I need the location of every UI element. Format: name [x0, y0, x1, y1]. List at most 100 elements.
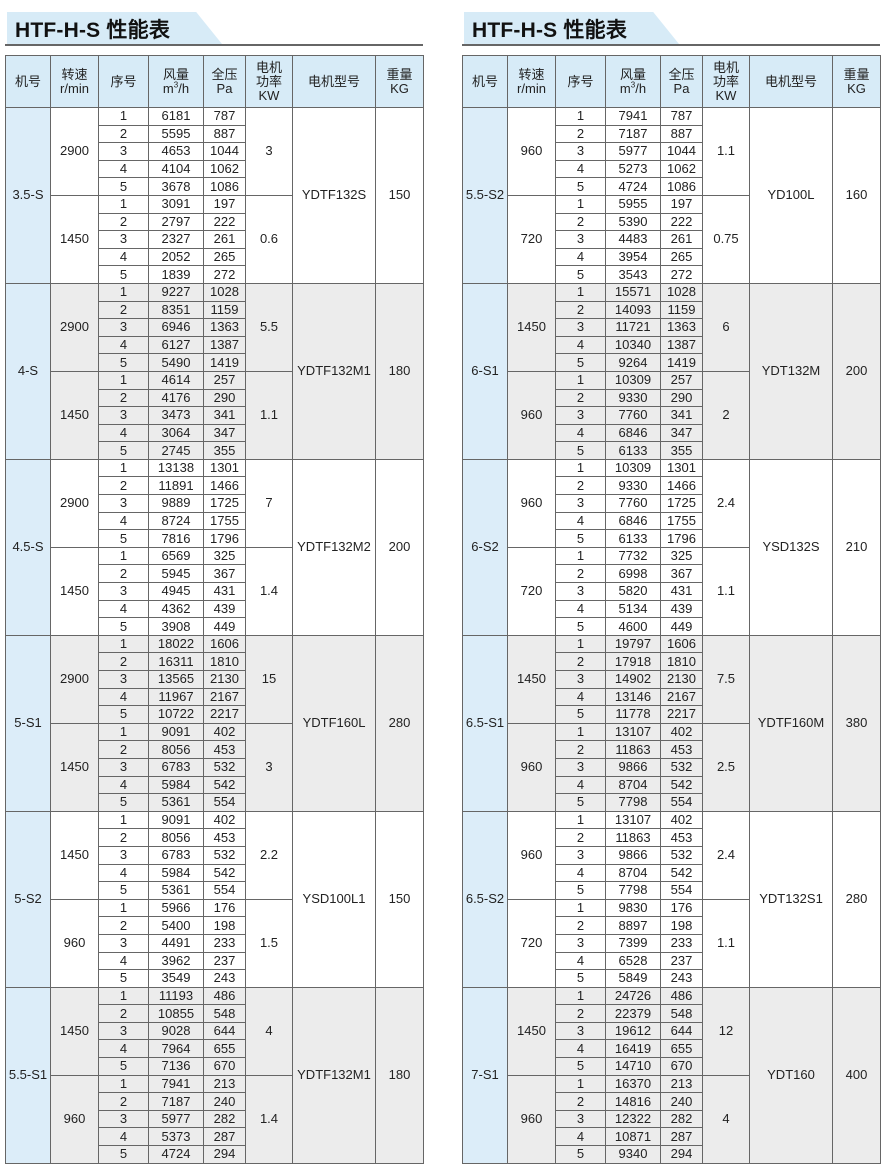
pressure-cell: 2167 — [203, 687, 246, 707]
table-row: 3 5977 1044 — [463, 142, 881, 161]
model-cell: 6-S1 — [462, 282, 508, 460]
pressure-cell: 347 — [203, 423, 246, 443]
table-row: 1450 1 9091 402 3 — [6, 722, 424, 812]
power-cell: 1.1 — [702, 898, 750, 988]
pressure-cell: 554 — [660, 881, 703, 900]
seq-cell: 1 — [555, 986, 606, 1006]
pressure-cell: 294 — [660, 1145, 703, 1164]
table-row: 2 5400 198 — [6, 916, 424, 935]
seq-cell: 4 — [98, 599, 149, 619]
seq-cell: 3 — [98, 757, 149, 777]
flow-cell: 6846 — [605, 511, 661, 531]
table-row: 6.5-S1 1450 1 19797 1606 7.5 YDTF160M 380 — [462, 634, 881, 812]
table-row: 4-S 2900 1 9227 1028 5.5 YDTF132M1 180 — [5, 282, 424, 460]
flow-cell: 4176 — [148, 388, 204, 408]
pressure-cell: 554 — [660, 793, 703, 812]
flow-cell: 11863 — [605, 828, 661, 847]
model-cell: 5.5-S1 — [5, 986, 51, 1164]
flow-cell: 9264 — [605, 353, 661, 372]
pressure-cell: 431 — [660, 582, 703, 601]
model-cell: 5.5-S2 — [462, 107, 508, 284]
pressure-cell: 176 — [203, 898, 246, 918]
header-line: 转速 — [518, 66, 545, 82]
flow-cell: 3064 — [148, 423, 204, 443]
flow-cell: 6133 — [605, 441, 661, 460]
flow-cell: 6783 — [148, 845, 204, 865]
pressure-cell: 272 — [203, 265, 246, 284]
seq-cell: 2 — [555, 212, 606, 232]
flow-cell: 4491 — [148, 933, 204, 953]
header-line: 电机 — [255, 59, 282, 75]
seq-cell: 3 — [98, 494, 149, 513]
pressure-cell: 449 — [660, 617, 703, 636]
table-row: 5 9340 294 — [463, 1145, 881, 1164]
seq-cell: 2 — [98, 564, 149, 584]
table-row: 960 1 13107 402 2.5 — [463, 722, 881, 812]
flow-cell: 16311 — [148, 652, 204, 671]
seq-cell: 3 — [555, 670, 606, 689]
seq-cell: 1 — [555, 1074, 606, 1094]
pressure-cell: 542 — [203, 863, 246, 883]
pressure-cell: 367 — [203, 564, 246, 584]
power-cell: 4 — [245, 986, 293, 1076]
pressure-cell: 1466 — [203, 476, 246, 496]
seq-cell: 1 — [98, 458, 149, 478]
pressure-cell: 655 — [203, 1039, 246, 1059]
flow-cell: 7941 — [605, 107, 661, 126]
pressure-cell: 542 — [660, 775, 703, 795]
seq-cell: 5 — [555, 265, 606, 284]
pressure-cell: 355 — [660, 441, 703, 460]
seq-cell: 5 — [555, 881, 606, 900]
pressure-cell: 240 — [203, 1092, 246, 1111]
flow-cell: 6133 — [605, 529, 661, 548]
flow-cell: 9227 — [148, 282, 204, 302]
header-line: 电机 — [712, 59, 739, 75]
table-row: 5 2745 355 — [6, 441, 424, 460]
flow-cell: 6528 — [605, 951, 661, 971]
seq-cell: 3 — [555, 1109, 606, 1129]
table-row: 4 3962 237 — [6, 951, 424, 971]
seq-cell: 2 — [98, 916, 149, 935]
table-row: 5 10722 2217 — [6, 705, 424, 724]
performance-table: 机号 转速 r/min 序号 风量 m3/h 全压 Pa 电机 功率 KW 电机型号 重量 KG 5.5-S… — [462, 55, 881, 1164]
seq-cell: 1 — [555, 810, 606, 830]
seq-cell: 5 — [98, 353, 149, 372]
pressure-cell: 402 — [203, 722, 246, 742]
table-row: 3 2327 261 — [6, 230, 424, 249]
seq-cell: 5 — [555, 617, 606, 636]
motor-cell: YDTF132M2 — [292, 458, 376, 636]
seq-cell: 4 — [555, 1127, 606, 1147]
power-cell: 2.4 — [702, 810, 750, 900]
seq-cell: 5 — [98, 617, 149, 636]
pressure-cell: 347 — [660, 423, 703, 443]
header-line: r/min — [517, 80, 546, 96]
weight-cell: 280 — [375, 634, 424, 812]
pressure-cell: 257 — [203, 370, 246, 390]
flow-cell: 3543 — [605, 265, 661, 284]
pressure-cell: 287 — [203, 1127, 246, 1147]
pressure-cell: 2217 — [203, 705, 246, 724]
flow-cell: 6181 — [148, 107, 204, 126]
seq-cell: 1 — [555, 282, 606, 302]
seq-cell: 4 — [555, 335, 606, 355]
seq-cell: 1 — [98, 986, 149, 1006]
pressure-cell: 532 — [660, 845, 703, 865]
flow-cell: 4945 — [148, 582, 204, 601]
table-title: HTF-H-S 性能表 — [15, 19, 171, 42]
seq-cell: 1 — [98, 1074, 149, 1094]
flow-cell: 16370 — [605, 1074, 661, 1094]
header-unit: m — [162, 80, 174, 96]
table-row: 960 1 5966 176 1.5 — [6, 898, 424, 988]
flow-cell: 9330 — [605, 388, 661, 408]
header-line: r/min — [60, 80, 89, 96]
speed-cell: 1450 — [50, 370, 99, 460]
seq-cell: 2 — [98, 212, 149, 232]
flow-cell: 5955 — [605, 194, 661, 214]
flow-cell: 2797 — [148, 212, 204, 232]
header-row: 机号 转速 r/min 序号 风量 m3/h 全压 Pa 电机 功率 KW 电机型号 重量 KG — [462, 55, 881, 108]
power-cell: 0.75 — [702, 194, 750, 284]
pressure-cell: 1159 — [660, 300, 703, 320]
speed-cell: 1450 — [50, 810, 99, 900]
pressure-cell: 449 — [203, 617, 246, 636]
speed-cell: 1450 — [50, 194, 99, 284]
